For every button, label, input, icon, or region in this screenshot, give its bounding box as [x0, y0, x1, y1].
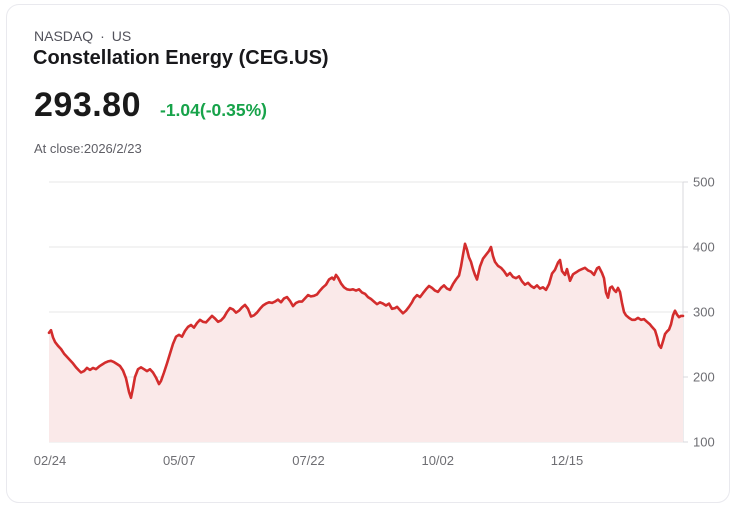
price-area-fill — [49, 243, 683, 442]
close-timestamp: At close:2026/2/23 — [34, 141, 142, 156]
region-label: US — [111, 28, 132, 44]
x-tick-label: 07/22 — [292, 453, 325, 468]
price-row: 293.80 -1.04(-0.35%) — [34, 86, 267, 125]
x-tick-label: 12/15 — [551, 453, 584, 468]
price-change: -1.04(-0.35%) — [160, 100, 267, 120]
stock-quote-card: NASDAQ · US Constellation Energy (CEG.US) … — [6, 4, 730, 503]
price-chart: 500 400 300 200 100 02/24 05/07 07/22 10/02 12/15 — [34, 175, 715, 469]
y-tick-label: 500 — [693, 175, 715, 190]
y-tick-label: 100 — [693, 435, 715, 450]
x-tick-label: 05/07 — [163, 453, 196, 468]
last-price: 293.80 — [34, 86, 141, 124]
x-tick-label: 02/24 — [34, 453, 67, 468]
x-tick-label: 10/02 — [421, 453, 454, 468]
exchange-line: NASDAQ · US — [34, 28, 131, 44]
stock-title: Constellation Energy (CEG.US) — [33, 47, 329, 69]
y-tick-label: 400 — [693, 240, 715, 255]
exchange-label: NASDAQ — [34, 28, 94, 44]
y-tick-label: 300 — [693, 305, 715, 320]
y-tick-label: 200 — [693, 370, 715, 385]
dot-separator: · — [100, 28, 105, 44]
price-line — [47, 242, 685, 400]
